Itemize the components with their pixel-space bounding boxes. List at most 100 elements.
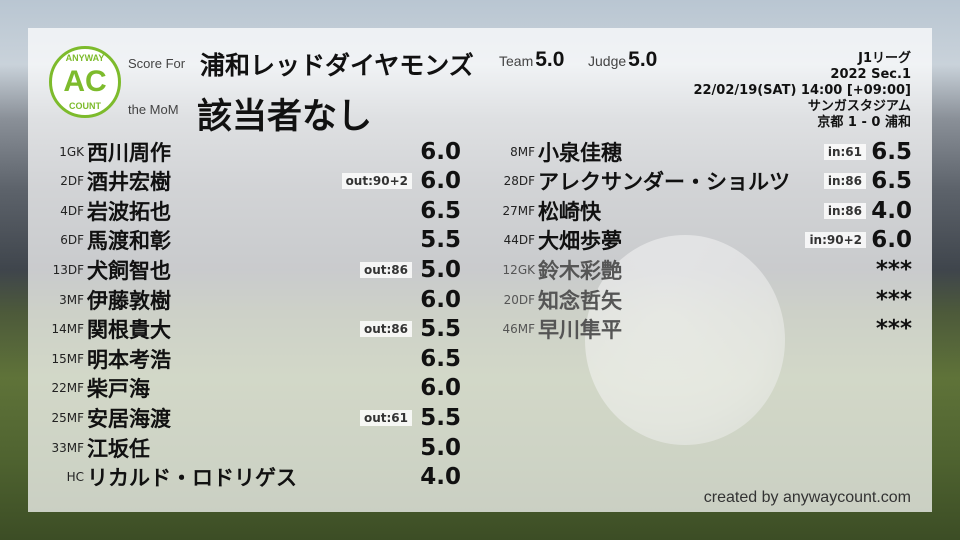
player-position: MF	[517, 144, 535, 159]
player-score: 6.5	[420, 345, 461, 372]
player-number: 44	[503, 233, 519, 248]
player-position: HC	[66, 470, 84, 485]
player-number-position: 8MF	[510, 145, 535, 159]
player-score: 6.5	[871, 168, 912, 195]
team-score: Team5.0	[499, 48, 564, 72]
player-number-position: 6DF	[60, 233, 84, 247]
player-number: 33	[51, 440, 67, 455]
player-row: 28DF アレクサンダー・ショルツ in:86 6.5	[0, 167, 960, 196]
player-row: HC リカルド・ロドリゲス 4.0	[0, 463, 960, 492]
player-score: ***	[875, 316, 912, 343]
stadium: サンガスタジアム	[807, 99, 911, 114]
substitution-badge: out:86	[359, 261, 412, 278]
player-number: 3	[59, 292, 67, 307]
logo-main-text: AC	[63, 65, 107, 98]
substitution-badge: out:86	[359, 321, 412, 338]
substitution-badge: in:90+2	[805, 232, 866, 249]
player-row: 20DF 知念哲矢 ***	[0, 285, 960, 314]
judge-score: Judge5.0	[588, 48, 657, 72]
player-name: 安居海渡	[87, 406, 171, 431]
player-row: 25MF 安居海渡 out:61 5.5	[0, 403, 960, 432]
player-position: DF	[518, 174, 535, 189]
player-position: MF	[66, 410, 84, 425]
player-name: 酒井宏樹	[87, 170, 171, 195]
player-score: 5.0	[420, 256, 461, 283]
league: J1リーグ	[858, 51, 911, 66]
player-number: 8	[510, 144, 518, 159]
player-position: MF	[66, 292, 84, 307]
player-name: 岩波拓也	[87, 199, 171, 224]
player-position: GK	[66, 144, 84, 159]
player-row: 46MF 早川隼平 ***	[0, 315, 960, 344]
player-position: DF	[518, 233, 535, 248]
player-score: 6.5	[420, 197, 461, 224]
anywaycount-logo: ANYWAY AC COUNT	[49, 46, 121, 118]
player-score: 5.5	[420, 404, 461, 431]
player-score: 5.0	[420, 434, 461, 461]
player-number: 20	[503, 292, 519, 307]
player-row: 4DF 岩波拓也 6.5	[0, 196, 960, 225]
player-row: 27MF 松崎快 in:86 4.0	[0, 196, 960, 225]
player-score: 6.0	[420, 138, 461, 165]
player-row: 13DF 犬飼智也 out:86 5.0	[0, 255, 960, 284]
player-score: 4.0	[420, 464, 461, 491]
player-number: 4	[60, 203, 68, 218]
player-number-position: 1GK	[59, 145, 84, 159]
player-score: 6.0	[420, 168, 461, 195]
judge-score-label: Judge	[588, 53, 627, 69]
score-panel	[28, 28, 932, 512]
player-score: 5.5	[420, 227, 461, 254]
player-number-position: 27MF	[502, 204, 535, 218]
player-number: 12	[502, 262, 518, 277]
player-position: DF	[67, 262, 84, 277]
score-for-label: Score For	[128, 56, 186, 71]
player-score: ***	[875, 286, 912, 313]
player-number: 25	[51, 410, 67, 425]
player-row: 3MF 伊藤敦樹 6.0	[0, 285, 960, 314]
player-row: 33MF 江坂任 5.0	[0, 433, 960, 462]
player-number: 27	[502, 203, 518, 218]
player-number-position: 44DF	[504, 233, 535, 247]
player-score: 6.5	[871, 138, 912, 165]
logo-top-text: ANYWAY	[65, 53, 105, 63]
player-number: 1	[59, 144, 67, 159]
mom-value: 該当者なし	[197, 97, 373, 137]
team-name: 浦和レッドダイヤモンズ	[200, 51, 474, 80]
player-score: 4.0	[871, 197, 912, 224]
player-name: 知念哲矢	[538, 288, 622, 313]
substitution-badge: in:86	[823, 173, 866, 190]
player-number-position: 15MF	[51, 352, 84, 366]
player-number-position: 20DF	[504, 293, 535, 307]
player-number-position: 46MF	[502, 322, 535, 336]
player-row: 6DF 馬渡和彰 5.5	[0, 226, 960, 255]
player-number-position: 4DF	[60, 204, 84, 218]
player-position: DF	[67, 203, 84, 218]
player-name: 柴戸海	[87, 377, 150, 402]
player-name: 明本考浩	[87, 347, 171, 372]
player-row: 22MF 柴戸海 6.0	[0, 374, 960, 403]
player-score: 5.5	[420, 316, 461, 343]
player-number: 14	[51, 322, 67, 337]
substitution-badge: in:61	[823, 143, 866, 160]
player-name: 江坂任	[87, 436, 150, 461]
player-name: 伊藤敦樹	[87, 288, 171, 313]
player-position: DF	[67, 174, 84, 189]
player-row: 12GK 鈴木彩艶 ***	[0, 255, 960, 284]
player-row: 8MF 小泉佳穂 in:61 6.5	[0, 137, 960, 166]
player-name: リカルド・ロドリゲス	[87, 466, 297, 491]
credit: created by anywaycount.com	[703, 489, 911, 506]
player-name: 馬渡和彰	[87, 229, 171, 254]
player-row: 14MF 関根貴大 out:86 5.5	[0, 315, 960, 344]
player-number-position: 25MF	[51, 411, 84, 425]
player-number-position: HC	[67, 470, 84, 484]
player-score: 6.0	[420, 375, 461, 402]
mom-label: the MoM	[128, 102, 179, 117]
player-number-position: 12GK	[503, 263, 535, 277]
player-number: 6	[60, 233, 68, 248]
player-score: ***	[875, 256, 912, 283]
player-name: 大畑歩夢	[538, 229, 622, 254]
player-position: MF	[66, 322, 84, 337]
player-number-position: 28DF	[504, 174, 535, 188]
player-number-position: 14MF	[51, 322, 84, 336]
player-score: 6.0	[871, 227, 912, 254]
